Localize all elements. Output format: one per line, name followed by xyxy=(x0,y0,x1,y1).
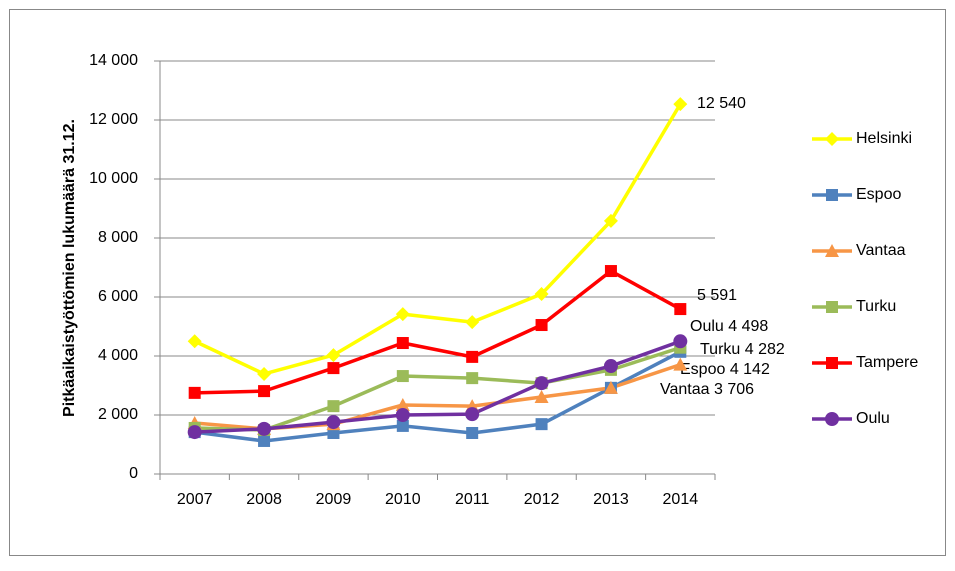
point xyxy=(534,390,549,404)
point xyxy=(395,397,410,411)
legend-label: Helsinki xyxy=(856,130,912,147)
point xyxy=(187,425,202,440)
point xyxy=(466,350,479,363)
y-axis-label: Pitkäaikaistyöttömien lukumäärä 31.12. xyxy=(61,119,78,417)
point xyxy=(327,362,340,375)
data-label: 12 540 xyxy=(697,95,746,112)
point xyxy=(327,400,340,413)
point xyxy=(534,376,549,391)
point xyxy=(673,357,688,371)
data-label: Turku 4 282 xyxy=(700,341,785,358)
point xyxy=(466,372,479,385)
y-tick-label: 14 000 xyxy=(89,52,138,69)
series-line xyxy=(194,269,682,395)
y-tick-label: 8 000 xyxy=(98,229,138,246)
legend-label: Oulu xyxy=(856,410,890,427)
point xyxy=(396,419,409,432)
series-line xyxy=(194,339,681,434)
x-tick-label: 2010 xyxy=(385,491,421,508)
legend-marker xyxy=(825,244,839,257)
x-tick-label: 2008 xyxy=(246,491,282,508)
data-label: Espoo 4 142 xyxy=(680,361,770,378)
legend-marker xyxy=(826,189,838,201)
point xyxy=(534,287,549,302)
point xyxy=(465,407,480,422)
y-tick-label: 10 000 xyxy=(89,170,138,187)
point xyxy=(674,303,687,316)
data-label: Vantaa 3 706 xyxy=(660,381,754,398)
point xyxy=(395,408,410,422)
x-tick-label: 2014 xyxy=(663,491,699,508)
point xyxy=(257,421,272,436)
point xyxy=(187,334,202,349)
point xyxy=(603,380,618,394)
legend-marker xyxy=(825,132,839,146)
point xyxy=(673,97,688,112)
point xyxy=(395,307,410,322)
y-tick-label: 0 xyxy=(129,465,138,482)
y-tick-label: 2 000 xyxy=(98,406,138,423)
legend-marker xyxy=(826,301,838,313)
point xyxy=(603,359,618,374)
point xyxy=(258,385,271,398)
point xyxy=(466,426,479,439)
series-line xyxy=(193,103,682,376)
point xyxy=(535,418,548,431)
point xyxy=(604,265,617,278)
point xyxy=(465,315,480,330)
x-tick-label: 2012 xyxy=(524,491,560,508)
data-label: Oulu 4 498 xyxy=(690,318,768,335)
y-tick-label: 4 000 xyxy=(98,347,138,364)
x-tick-label: 2011 xyxy=(455,491,490,508)
x-tick-label: 2013 xyxy=(593,491,629,508)
point xyxy=(535,319,548,332)
point xyxy=(396,337,409,350)
x-tick-label: 2009 xyxy=(316,491,352,508)
point xyxy=(326,415,341,430)
legend-marker xyxy=(825,412,839,426)
legend-label: Turku xyxy=(856,298,896,315)
chart-frame xyxy=(9,9,946,556)
point xyxy=(326,348,341,363)
data-label: 5 591 xyxy=(697,287,737,304)
x-tick-label: 2007 xyxy=(177,491,213,508)
legend-label: Tampere xyxy=(856,354,918,371)
y-tick-label: 12 000 xyxy=(89,111,138,128)
point xyxy=(673,334,688,349)
point xyxy=(603,213,618,228)
series-line xyxy=(194,350,682,443)
legend-label: Espoo xyxy=(856,186,901,203)
point xyxy=(258,434,271,447)
y-tick-label: 6 000 xyxy=(98,288,138,305)
legend-label: Vantaa xyxy=(856,242,906,259)
point xyxy=(188,386,201,399)
point xyxy=(257,366,272,381)
legend-marker xyxy=(826,357,838,369)
point xyxy=(396,370,409,383)
